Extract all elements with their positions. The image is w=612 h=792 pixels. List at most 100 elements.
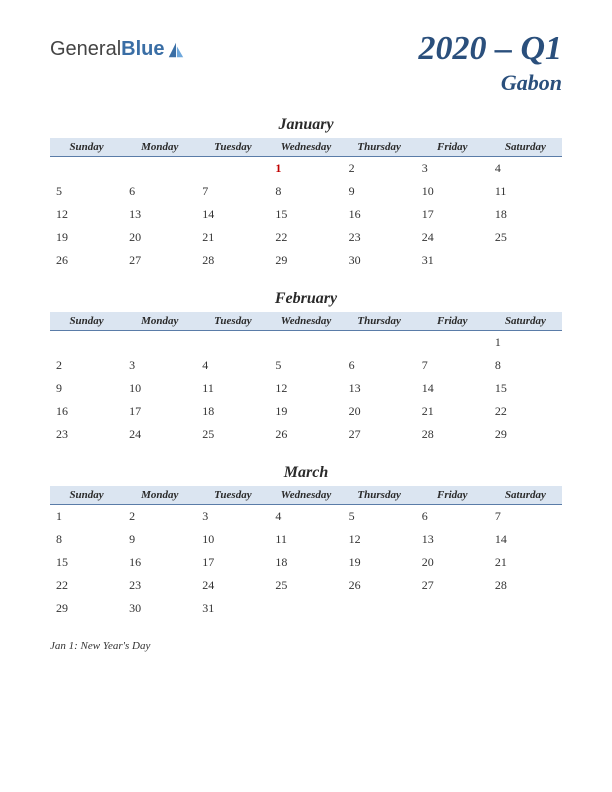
day-cell: 9: [50, 377, 123, 400]
day-cell: [343, 597, 416, 620]
title-sub: Gabon: [418, 70, 562, 96]
day-cell: 22: [269, 226, 342, 249]
day-cell: 12: [269, 377, 342, 400]
day-cell: [196, 157, 269, 181]
day-cell: 23: [50, 423, 123, 446]
day-header: Friday: [416, 486, 489, 505]
day-cell: 3: [123, 354, 196, 377]
day-cell: 10: [196, 528, 269, 551]
day-cell: 31: [196, 597, 269, 620]
day-cell: 19: [50, 226, 123, 249]
day-header: Sunday: [50, 138, 123, 157]
day-cell: 1: [50, 505, 123, 529]
day-cell: 19: [269, 400, 342, 423]
day-cell: 24: [123, 423, 196, 446]
day-cell: [123, 331, 196, 355]
day-cell: 17: [123, 400, 196, 423]
day-cell: 21: [196, 226, 269, 249]
day-cell: 14: [489, 528, 562, 551]
table-row: 12131415161718: [50, 203, 562, 226]
day-cell: 13: [123, 203, 196, 226]
month-block: MarchSundayMondayTuesdayWednesdayThursda…: [50, 464, 562, 620]
month-block: JanuarySundayMondayTuesdayWednesdayThurs…: [50, 116, 562, 272]
day-cell: 16: [343, 203, 416, 226]
table-row: 15161718192021: [50, 551, 562, 574]
day-cell: 10: [123, 377, 196, 400]
day-cell: 3: [196, 505, 269, 529]
day-header: Sunday: [50, 312, 123, 331]
day-cell: [489, 249, 562, 272]
table-row: 22232425262728: [50, 574, 562, 597]
table-row: 293031: [50, 597, 562, 620]
day-cell: 9: [343, 180, 416, 203]
day-cell: 25: [196, 423, 269, 446]
day-cell: 6: [123, 180, 196, 203]
day-cell: 28: [489, 574, 562, 597]
day-header: Monday: [123, 312, 196, 331]
day-header: Thursday: [343, 312, 416, 331]
day-cell: 16: [50, 400, 123, 423]
title-block: 2020 – Q1 Gabon: [418, 30, 562, 96]
day-cell: [416, 597, 489, 620]
day-cell: 22: [50, 574, 123, 597]
month-name: January: [50, 116, 562, 134]
day-cell: 6: [416, 505, 489, 529]
day-header: Wednesday: [269, 486, 342, 505]
day-cell: 30: [123, 597, 196, 620]
day-cell: 9: [123, 528, 196, 551]
day-cell: 22: [489, 400, 562, 423]
day-cell: 12: [343, 528, 416, 551]
day-cell: 4: [196, 354, 269, 377]
table-row: 1234567: [50, 505, 562, 529]
day-header: Sunday: [50, 486, 123, 505]
day-cell: 31: [416, 249, 489, 272]
day-cell: [196, 331, 269, 355]
day-cell: 29: [489, 423, 562, 446]
day-cell: 14: [196, 203, 269, 226]
day-cell: 2: [123, 505, 196, 529]
header: GeneralBlue 2020 – Q1 Gabon: [50, 30, 562, 96]
month-block: FebruarySundayMondayTuesdayWednesdayThur…: [50, 290, 562, 446]
day-cell: 27: [123, 249, 196, 272]
day-header: Monday: [123, 486, 196, 505]
day-cell: [416, 331, 489, 355]
day-cell: 14: [416, 377, 489, 400]
day-cell: 23: [123, 574, 196, 597]
table-row: 1234: [50, 157, 562, 181]
day-cell: [489, 597, 562, 620]
day-cell: 20: [343, 400, 416, 423]
day-cell: 1: [269, 157, 342, 181]
day-cell: [50, 331, 123, 355]
day-cell: 7: [416, 354, 489, 377]
table-row: 262728293031: [50, 249, 562, 272]
day-cell: 28: [196, 249, 269, 272]
logo-text-general: General: [50, 38, 121, 61]
day-header: Tuesday: [196, 312, 269, 331]
day-header: Thursday: [343, 486, 416, 505]
table-row: 19202122232425: [50, 226, 562, 249]
table-row: 23242526272829: [50, 423, 562, 446]
day-cell: 28: [416, 423, 489, 446]
day-header: Monday: [123, 138, 196, 157]
day-cell: 18: [489, 203, 562, 226]
day-cell: 5: [343, 505, 416, 529]
months-container: JanuarySundayMondayTuesdayWednesdayThurs…: [50, 116, 562, 620]
day-cell: 30: [343, 249, 416, 272]
month-name: March: [50, 464, 562, 482]
day-cell: 3: [416, 157, 489, 181]
day-cell: 5: [50, 180, 123, 203]
day-cell: 15: [50, 551, 123, 574]
table-row: 9101112131415: [50, 377, 562, 400]
day-cell: [269, 597, 342, 620]
day-cell: 16: [123, 551, 196, 574]
day-cell: 4: [489, 157, 562, 181]
day-cell: 4: [269, 505, 342, 529]
day-header: Friday: [416, 312, 489, 331]
day-cell: 27: [416, 574, 489, 597]
day-header: Saturday: [489, 486, 562, 505]
day-cell: 26: [50, 249, 123, 272]
table-row: 891011121314: [50, 528, 562, 551]
day-cell: 8: [489, 354, 562, 377]
day-cell: 26: [269, 423, 342, 446]
day-cell: 6: [343, 354, 416, 377]
